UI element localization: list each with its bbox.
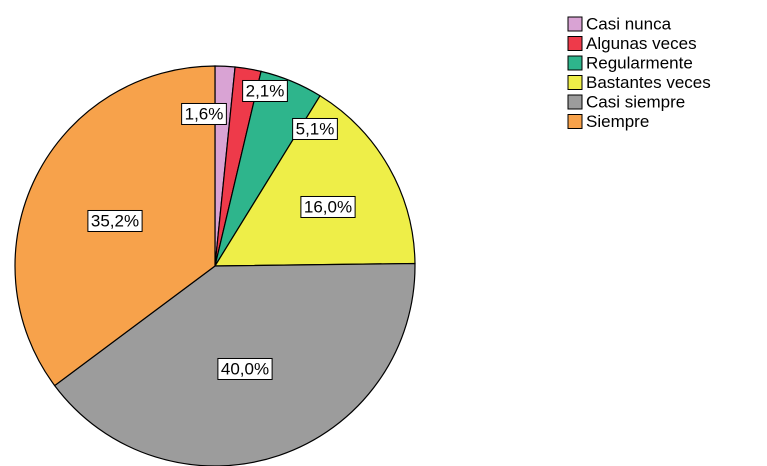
data-label: 2,1% — [246, 81, 285, 100]
data-label: 40,0% — [221, 359, 269, 378]
data-label: 1,6% — [185, 104, 224, 123]
data-label-box — [300, 195, 356, 218]
data-label-box — [217, 357, 273, 380]
data-label-box — [87, 209, 143, 232]
data-label: 16,0% — [304, 197, 352, 216]
data-label: 5,1% — [296, 119, 335, 138]
data-label-box — [181, 102, 227, 125]
legend-label: Algunas veces — [586, 34, 697, 53]
legend-swatch — [567, 114, 583, 129]
data-label: 35,2% — [91, 211, 139, 230]
data-label-box — [292, 117, 338, 140]
data-label-box — [242, 79, 288, 102]
legend-label: Siempre — [586, 112, 649, 131]
legend-label: Casi siempre — [586, 92, 685, 111]
legend-label: Casi nunca — [586, 14, 672, 33]
legend-swatch — [567, 36, 583, 51]
legend-swatch — [567, 16, 583, 32]
legend-swatch — [567, 94, 583, 110]
legend-label: Regularmente — [586, 53, 693, 72]
pie-slice — [213, 94, 416, 267]
legend-label: Bastantes veces — [586, 73, 711, 92]
legend-swatch — [567, 75, 583, 90]
legend-swatch — [567, 55, 583, 71]
